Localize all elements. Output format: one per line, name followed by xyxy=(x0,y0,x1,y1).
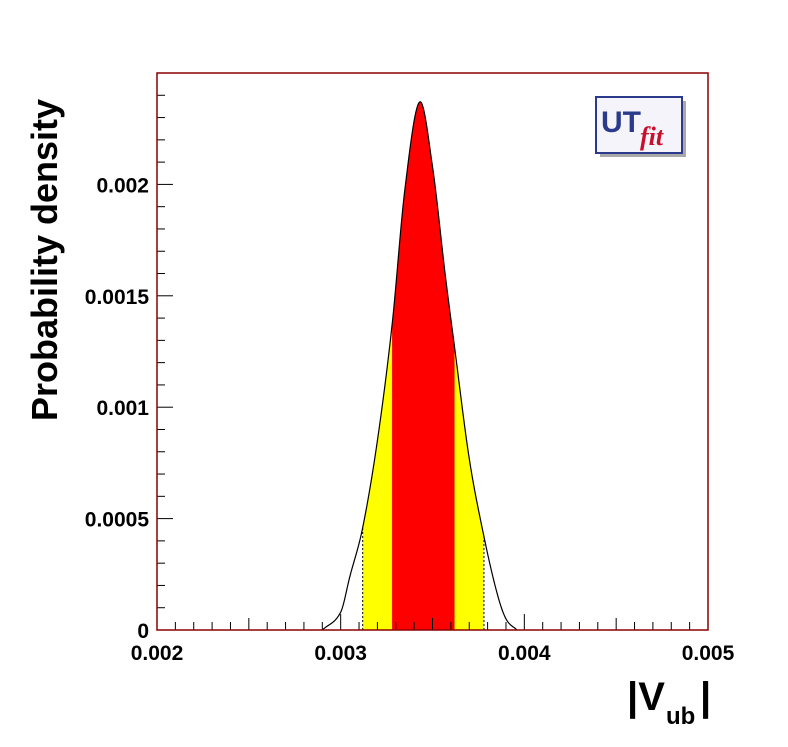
y-tick-label: 0.0005 xyxy=(85,509,150,532)
density-curve xyxy=(321,101,518,631)
tick-labels: 0.002 0.003 0.004 0.005 0 0.0005 0.001 0.0015 0.… xyxy=(85,174,735,665)
y-tick-label: 0.001 xyxy=(96,397,149,420)
x-tick-label: 0.005 xyxy=(682,642,735,665)
y-tick-label: 0 xyxy=(137,620,149,643)
y-axis-label: Probability density xyxy=(24,99,65,421)
x-axis-label-suffix: | xyxy=(700,675,711,719)
logo-text-fit: fit xyxy=(640,122,664,151)
probability-band-inner xyxy=(392,101,455,630)
plot-frame xyxy=(156,72,709,631)
logo-box xyxy=(595,96,683,154)
x-tick-label: 0.003 xyxy=(314,642,367,665)
x-axis-label: |V ub | xyxy=(627,675,711,730)
x-axis-label-prefix: |V xyxy=(627,675,665,719)
y-tick-label: 0.002 xyxy=(96,174,149,197)
logo-text-ut: UT xyxy=(601,106,641,139)
probability-bands xyxy=(362,101,485,630)
x-tick-label: 0.002 xyxy=(131,642,184,665)
x-axis-label-subscript: ub xyxy=(666,703,695,730)
utfit-logo: UT fit xyxy=(595,96,686,157)
x-tick-label: 0.004 xyxy=(498,642,551,665)
y-tick-label: 0.0015 xyxy=(85,286,150,309)
